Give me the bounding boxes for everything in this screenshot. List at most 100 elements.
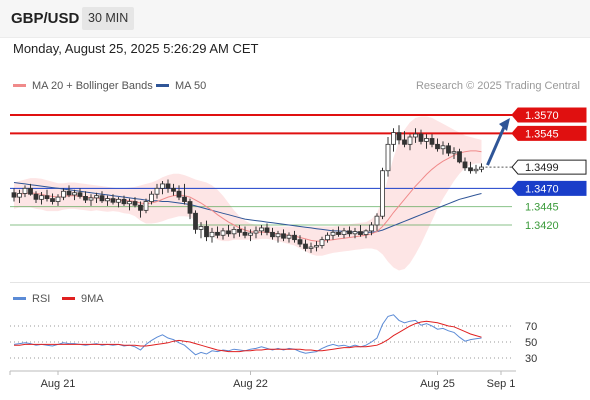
level-label-1.3420: 1.3420 <box>525 220 559 232</box>
candle-body <box>479 166 484 170</box>
candle-body <box>314 245 319 248</box>
candle <box>39 192 44 205</box>
candle-body <box>204 226 209 238</box>
candle-body <box>209 231 215 238</box>
candle-body <box>105 198 110 202</box>
candle <box>297 235 303 247</box>
candle <box>369 222 374 236</box>
candle <box>446 142 451 157</box>
legend-ma20-swatch <box>13 83 26 87</box>
candle <box>242 226 248 239</box>
candle <box>237 225 242 237</box>
candle-body <box>116 198 121 203</box>
level-tag-1.3499: 1.3499 <box>511 159 587 175</box>
timeframe-badge[interactable]: 30 MIN <box>82 7 135 30</box>
candle-body <box>215 231 220 236</box>
candle-body <box>264 227 270 233</box>
candle <box>330 229 336 240</box>
candle <box>468 161 473 174</box>
candle-body <box>39 195 44 200</box>
candle <box>248 229 253 242</box>
candle-body <box>138 204 143 211</box>
candle <box>358 225 363 237</box>
candle <box>352 227 358 239</box>
candle-body <box>341 230 347 235</box>
legend-ma20-label: MA 20 + Bollinger Bands <box>32 80 153 92</box>
candle <box>292 230 297 243</box>
candle-body <box>237 228 242 233</box>
research-credit: Research © 2025 Trading Central <box>415 80 580 92</box>
candle <box>440 141 446 155</box>
candle <box>264 223 270 236</box>
candle <box>281 229 286 242</box>
candle-body <box>363 230 369 235</box>
candle-body <box>61 190 66 198</box>
candle <box>105 195 110 206</box>
candle-body <box>94 195 99 199</box>
candle <box>253 226 259 239</box>
candle-body <box>303 243 308 249</box>
candle <box>303 239 308 252</box>
candle <box>160 181 165 195</box>
candle-body <box>44 195 50 200</box>
candle <box>209 227 215 243</box>
panel-divider <box>10 282 590 283</box>
datetime-label: Monday, August 25, 2025 5:26:29 AM CET <box>13 41 259 56</box>
candle-body <box>28 187 33 195</box>
legend-ma50: MA 50 <box>156 80 206 92</box>
candle-body <box>231 228 237 235</box>
candle-body <box>17 193 22 198</box>
candle-body <box>11 192 17 198</box>
candle <box>424 134 429 149</box>
x-label-2: Aug 25 <box>420 378 455 390</box>
level-tag-box <box>511 159 587 175</box>
candle <box>391 128 396 152</box>
candle-body <box>407 136 413 145</box>
candle-body <box>292 234 297 241</box>
candle <box>204 220 209 242</box>
candle <box>143 198 149 214</box>
candle <box>22 185 28 198</box>
candle <box>380 167 385 220</box>
candle <box>259 225 264 236</box>
legend-ma20: MA 20 + Bollinger Bands <box>13 80 153 92</box>
level-tag-box <box>511 125 587 141</box>
candle <box>193 210 198 234</box>
candle-body <box>424 138 429 142</box>
candle-body <box>451 151 457 154</box>
level-label-1.3470: 1.3470 <box>525 183 559 195</box>
candle <box>479 163 484 173</box>
target-arrow-head <box>499 118 510 131</box>
candle-body <box>336 231 341 235</box>
candle-body <box>22 187 28 194</box>
candle <box>176 185 182 201</box>
candle-body <box>50 198 55 202</box>
candle-body <box>435 143 440 150</box>
candle <box>220 227 226 240</box>
candle <box>121 195 127 206</box>
candle-body <box>83 195 88 201</box>
candle <box>407 134 413 151</box>
candle-body <box>352 231 358 235</box>
candle <box>154 183 160 199</box>
candle <box>83 191 88 203</box>
candle-body <box>440 145 446 150</box>
candle-body <box>462 161 468 169</box>
legend-rsi-swatch <box>13 296 26 300</box>
candle <box>231 226 237 239</box>
candle-body <box>319 239 325 246</box>
candle <box>182 183 187 205</box>
candle <box>165 179 171 193</box>
legend-9ma-label: 9MA <box>81 293 104 305</box>
level-label-1.3545: 1.3545 <box>525 128 559 140</box>
candle-body <box>286 234 292 239</box>
candle-body <box>198 226 204 230</box>
legend-rsi-label: RSI <box>32 293 51 305</box>
candle-body <box>413 133 418 138</box>
legend-ma50-label: MA 50 <box>175 80 207 92</box>
rsi-tick-50: 50 <box>525 337 537 349</box>
candle-body <box>396 132 402 141</box>
candle <box>286 232 292 243</box>
